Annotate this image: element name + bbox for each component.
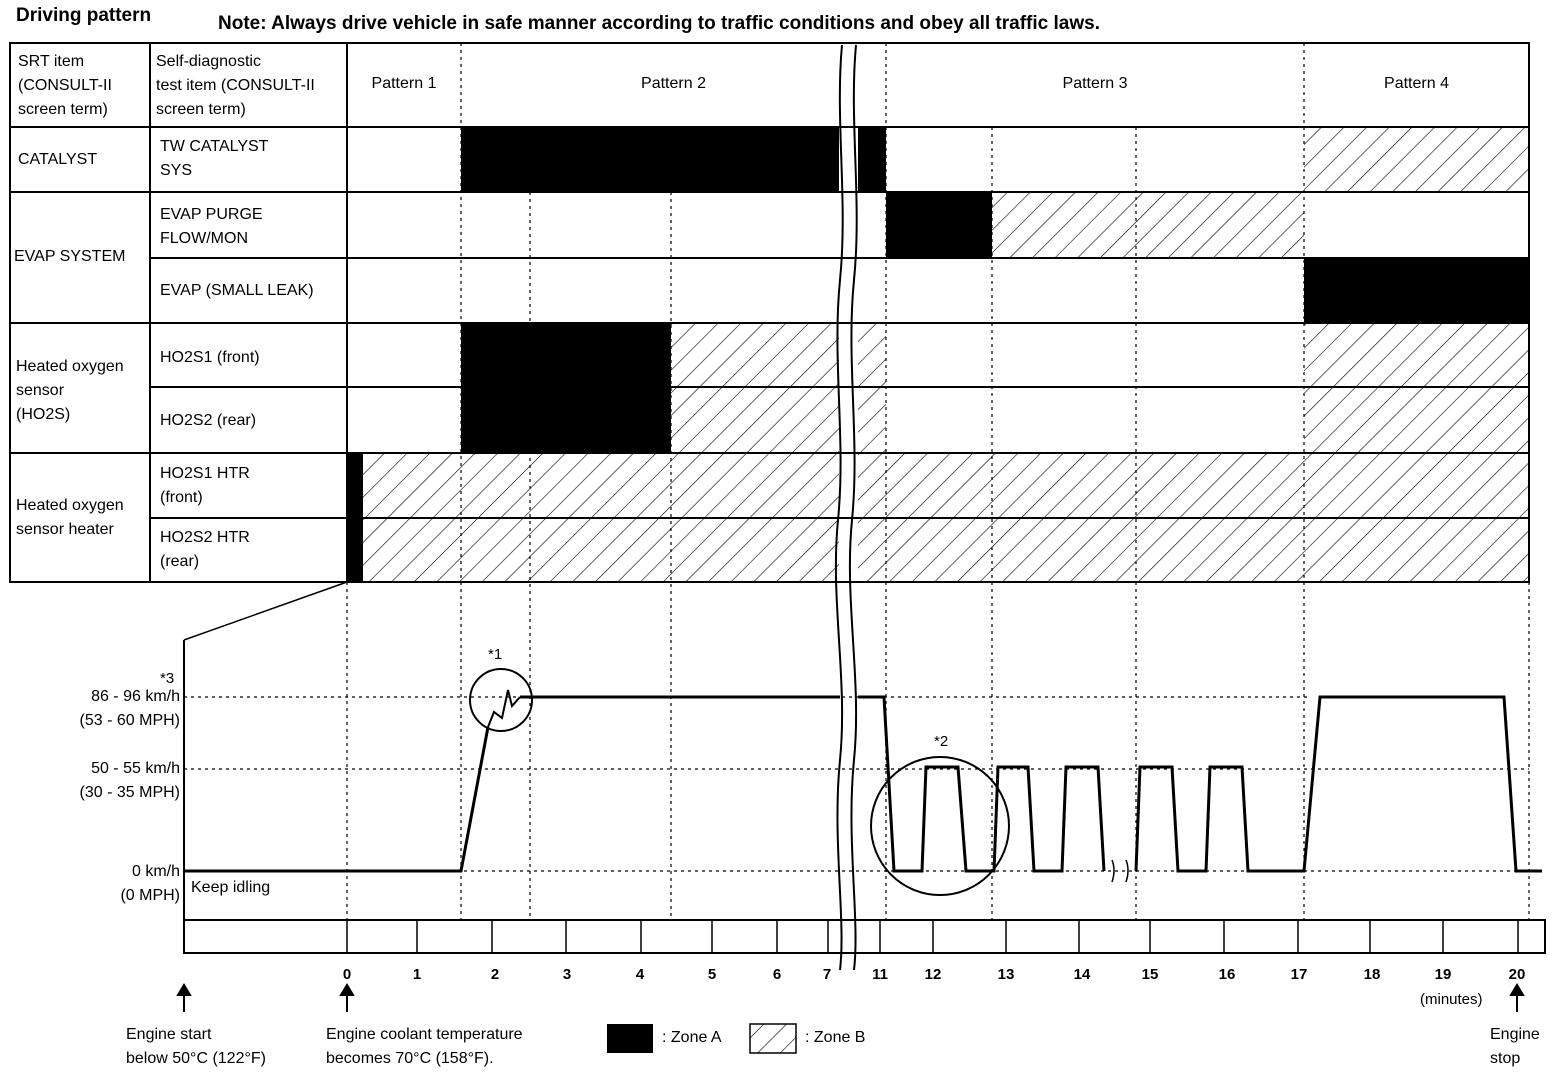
legend-zone-b: : Zone B [805,1029,866,1046]
x-tick: 13 [997,966,1015,983]
x-tick: 16 [1218,966,1236,983]
header-pattern-3: Pattern 3 [1062,75,1128,92]
x-tick: 15 [1141,966,1159,983]
test-item-evap-small-leak: EVAP (SMALL LEAK) [160,282,314,299]
legend-zone-a: : Zone A [662,1029,722,1046]
footnote-3: *3 [160,670,175,687]
x-tick: 18 [1363,966,1381,983]
x-tick: 4 [635,966,645,983]
zone-a-block [461,127,839,192]
speed-profile [184,695,1542,873]
footnote-2: *2 [934,733,949,750]
header-pattern-4: Pattern 4 [1384,75,1449,92]
footnote-1: *1 [488,646,503,663]
engine-stop-note: Engine stop [1490,1026,1540,1067]
x-tick: 0 [342,966,352,983]
safety-note: Note: Always drive vehicle in safe manne… [218,13,1100,34]
x-tick: 2 [490,966,500,983]
x-tick: 20 [1508,966,1526,983]
zigzag-mark [487,689,521,728]
test-item-tw-catalyst: TW CATALYST SYS [160,138,269,179]
zone-a-block [858,127,886,192]
x-tick: 3 [562,966,572,983]
srt-catalyst: CATALYST [18,151,98,168]
engine-start-note: Engine start below 50°C (122°F) [126,1026,266,1067]
x-tick: 6 [772,966,782,983]
header-pattern-1: Pattern 1 [371,75,437,92]
table-column-lines [149,43,348,582]
header-srt-item: SRT item (CONSULT-II screen term) [18,53,112,118]
test-item-ho2s2-htr: HO2S2 HTR (rear) [160,529,250,570]
x-tick: 12 [924,966,942,983]
x-tick: 5 [707,966,717,983]
callout-circle-1 [469,668,533,732]
arrows [176,983,1525,1012]
test-item-ho2s1-htr: HO2S1 HTR (front) [160,465,250,506]
zone-a-block [886,192,992,258]
zone-b-block [992,192,1304,258]
time-break-mark [1111,859,1129,883]
test-item-evap-purge: EVAP PURGE FLOW/MON [160,206,263,247]
header-test-item: Self-diagnostic test item (CONSULT-II sc… [156,53,315,118]
table-row-lines [10,126,1529,519]
y-label-high-speed: 86 - 96 km/h (53 - 60 MPH) [79,688,180,729]
timeline-bar [183,919,1546,954]
x-unit-label: (minutes) [1420,991,1483,1008]
x-tick: 19 [1434,966,1452,983]
y-label-mid-speed: 50 - 55 km/h (30 - 35 MPH) [79,760,180,801]
x-tick: 14 [1073,966,1091,983]
timeline-ticks [346,920,1519,953]
srt-heated-oxygen-sensor: Heated oxygen sensor (HO2S) [16,358,124,423]
x-tick: 17 [1290,966,1308,983]
srt-heated-oxygen-sensor-heater: Heated oxygen sensor heater [16,497,124,538]
test-item-ho2s2: HO2S2 (rear) [160,412,257,429]
legend-zone-a-swatch [607,1024,653,1053]
zoom-line [183,581,348,641]
srt-evap-system: EVAP SYSTEM [14,248,126,265]
header-pattern-2: Pattern 2 [641,75,706,92]
zone-a-block [1304,258,1529,323]
zone-b-block [1304,127,1529,192]
x-tick: 11 [872,966,888,983]
x-tick: 7 [822,966,832,983]
callout-circle-2 [870,756,1010,896]
coolant-temp-note: Engine coolant temperature becomes 70°C … [326,1026,523,1067]
keep-idling-label: Keep idling [191,879,271,896]
test-item-ho2s1: HO2S1 (front) [160,349,260,366]
page-title: Driving pattern [16,5,152,26]
legend-zone-b-swatch [749,1023,797,1054]
axis-break [834,44,858,971]
y-label-idle: 0 km/h (0 MPH) [120,863,180,904]
x-tick: 1 [412,966,422,983]
